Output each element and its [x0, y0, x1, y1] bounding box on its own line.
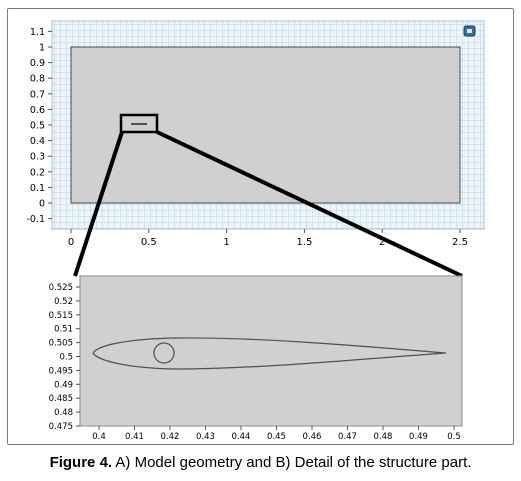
bottom-x-tick-label: 0.47 [338, 432, 357, 442]
top-y-tick-label: 0.1 [30, 183, 45, 194]
bottom-x-tick-label: 0.4 [92, 432, 106, 442]
top-y-tick-label: -0.1 [26, 214, 45, 225]
bottom-x-tick-label: 0.42 [161, 432, 180, 442]
top-y-tick-label: 0.8 [30, 74, 45, 85]
top-y-tick-label: 0.3 [30, 152, 45, 163]
top-y-tick-label: 1 [39, 43, 45, 54]
zoom-connector-left [73, 131, 124, 277]
window-control-icon[interactable] [463, 25, 476, 37]
top-y-tick-label: 0.6 [30, 105, 45, 116]
top-y-tick-label: 0.2 [30, 167, 45, 178]
top-y-tick-label: 0 [39, 199, 45, 210]
bottom-y-tick-label: 0.475 [49, 422, 73, 432]
top-y-tick-label: 0.7 [30, 89, 45, 100]
bottom-x-tick-label: 0.41 [125, 432, 144, 442]
top-y-axis: -0.1 0 0.1 0.2 0.3 0.4 0.5 0.6 0.7 0.8 0.9 1 1.1 [26, 27, 52, 225]
top-x-tick-label: 0 [68, 237, 74, 248]
bottom-x-tick-label: 0.48 [374, 432, 393, 442]
top-y-tick-label: 0.4 [30, 136, 45, 147]
caption-label: Figure 4. [49, 454, 113, 471]
bottom-x-axis: 0.4 0.41 0.42 0.43 0.44 0.45 0.46 0.47 0.48 0.49 0… [92, 426, 461, 442]
bottom-y-tick-label: 0.49 [54, 380, 73, 390]
model-domain [70, 46, 461, 204]
top-y-tick-label: 0.9 [30, 58, 45, 69]
top-x-tick-label: 1 [223, 237, 229, 248]
top-y-tick-label: 1.1 [30, 27, 45, 38]
figure-canvas: -0.1 0 0.1 0.2 0.3 0.4 0.5 0.6 0.7 0.8 0.9 1 1.1 0 0.… [26, 20, 485, 442]
bottom-y-tick-label: 0.525 [49, 283, 73, 293]
top-x-tick-label: 1.5 [296, 237, 312, 248]
bottom-x-tick-label: 0.5 [447, 432, 461, 442]
bottom-y-tick-label: 0.495 [49, 366, 73, 376]
top-x-tick-label: 2.5 [452, 237, 468, 248]
bottom-y-tick-label: 0.505 [49, 339, 73, 349]
figure-caption: Figure 4. A) Model geometry and B) Detai… [0, 454, 521, 471]
zoom-region-box [119, 113, 159, 134]
detail-domain [79, 275, 463, 427]
top-y-tick-label: 0.5 [30, 121, 45, 132]
bottom-y-tick-label: 0.48 [54, 408, 73, 418]
top-x-tick-label: 2 [379, 237, 385, 248]
bottom-x-tick-label: 0.43 [196, 432, 215, 442]
caption-text: A) Model geometry and B) Detail of the s… [112, 454, 472, 471]
bottom-y-tick-label: 0.51 [54, 325, 73, 335]
bottom-x-tick-label: 0.44 [232, 432, 251, 442]
bottom-y-tick-label: 0.52 [54, 297, 73, 307]
top-x-axis: 0 0.5 1 1.5 2 2.5 [68, 229, 468, 248]
circular-hole [153, 342, 175, 364]
top-x-tick-label: 0.5 [141, 237, 157, 248]
bottom-x-tick-label: 0.45 [267, 432, 286, 442]
airfoil-outline [92, 337, 447, 370]
bottom-y-axis: 0.475 0.48 0.485 0.49 0.495 0.5 0.505 0.51 0.515… [49, 283, 80, 432]
bottom-y-tick-label: 0.485 [49, 394, 73, 404]
bottom-y-tick-label: 0.515 [49, 311, 73, 321]
zoom-connector-right [156, 130, 463, 278]
bottom-x-tick-label: 0.49 [409, 432, 428, 442]
bottom-x-tick-label: 0.46 [303, 432, 322, 442]
bottom-y-tick-label: 0.5 [59, 353, 73, 363]
